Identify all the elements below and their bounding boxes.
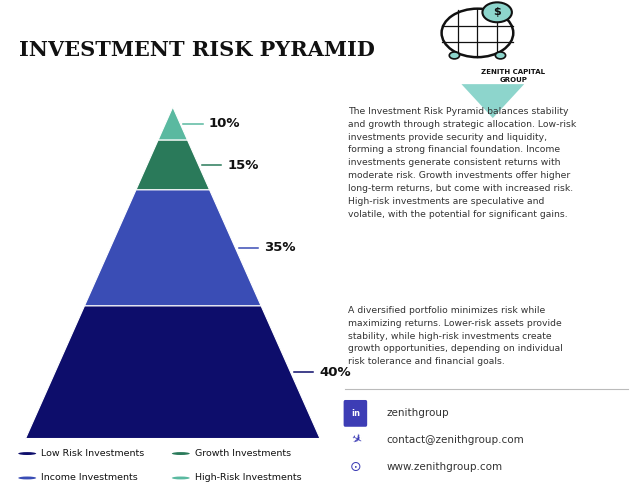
Text: 15%: 15% xyxy=(227,158,259,171)
Circle shape xyxy=(483,2,512,22)
Text: 10%: 10% xyxy=(209,117,241,130)
Circle shape xyxy=(18,452,36,455)
Text: High-Risk Investments: High-Risk Investments xyxy=(195,474,301,483)
Text: Growth Investments: Growth Investments xyxy=(195,449,291,458)
Text: Low Risk Investments: Low Risk Investments xyxy=(41,449,144,458)
Text: 40%: 40% xyxy=(319,366,351,379)
Text: $: $ xyxy=(493,7,501,17)
Polygon shape xyxy=(84,190,261,306)
Circle shape xyxy=(449,52,460,59)
Text: contact@zenithgroup.com: contact@zenithgroup.com xyxy=(387,435,524,445)
Polygon shape xyxy=(158,107,188,140)
Text: ⊙: ⊙ xyxy=(349,460,361,474)
Polygon shape xyxy=(26,306,320,439)
Text: Income Investments: Income Investments xyxy=(41,474,138,483)
Text: ✈: ✈ xyxy=(348,432,363,448)
Text: 35%: 35% xyxy=(264,242,296,254)
Text: www.zenithgroup.com: www.zenithgroup.com xyxy=(387,462,502,472)
Text: INVESTMENT RISK PYRAMID: INVESTMENT RISK PYRAMID xyxy=(19,40,375,60)
Circle shape xyxy=(495,52,506,59)
Polygon shape xyxy=(461,84,524,118)
Text: in: in xyxy=(351,409,360,418)
Text: A diversified portfolio minimizes risk while
maximizing returns. Lower-risk asse: A diversified portfolio minimizes risk w… xyxy=(348,306,563,366)
Polygon shape xyxy=(136,140,210,190)
Circle shape xyxy=(18,477,36,480)
Circle shape xyxy=(172,452,190,455)
Text: ZENITH CAPITAL
GROUP: ZENITH CAPITAL GROUP xyxy=(481,69,545,83)
FancyBboxPatch shape xyxy=(344,400,367,427)
Text: The Investment Risk Pyramid balances stability
and growth through strategic allo: The Investment Risk Pyramid balances sta… xyxy=(348,107,576,219)
Circle shape xyxy=(172,477,190,480)
Text: zenithgroup: zenithgroup xyxy=(387,408,449,418)
